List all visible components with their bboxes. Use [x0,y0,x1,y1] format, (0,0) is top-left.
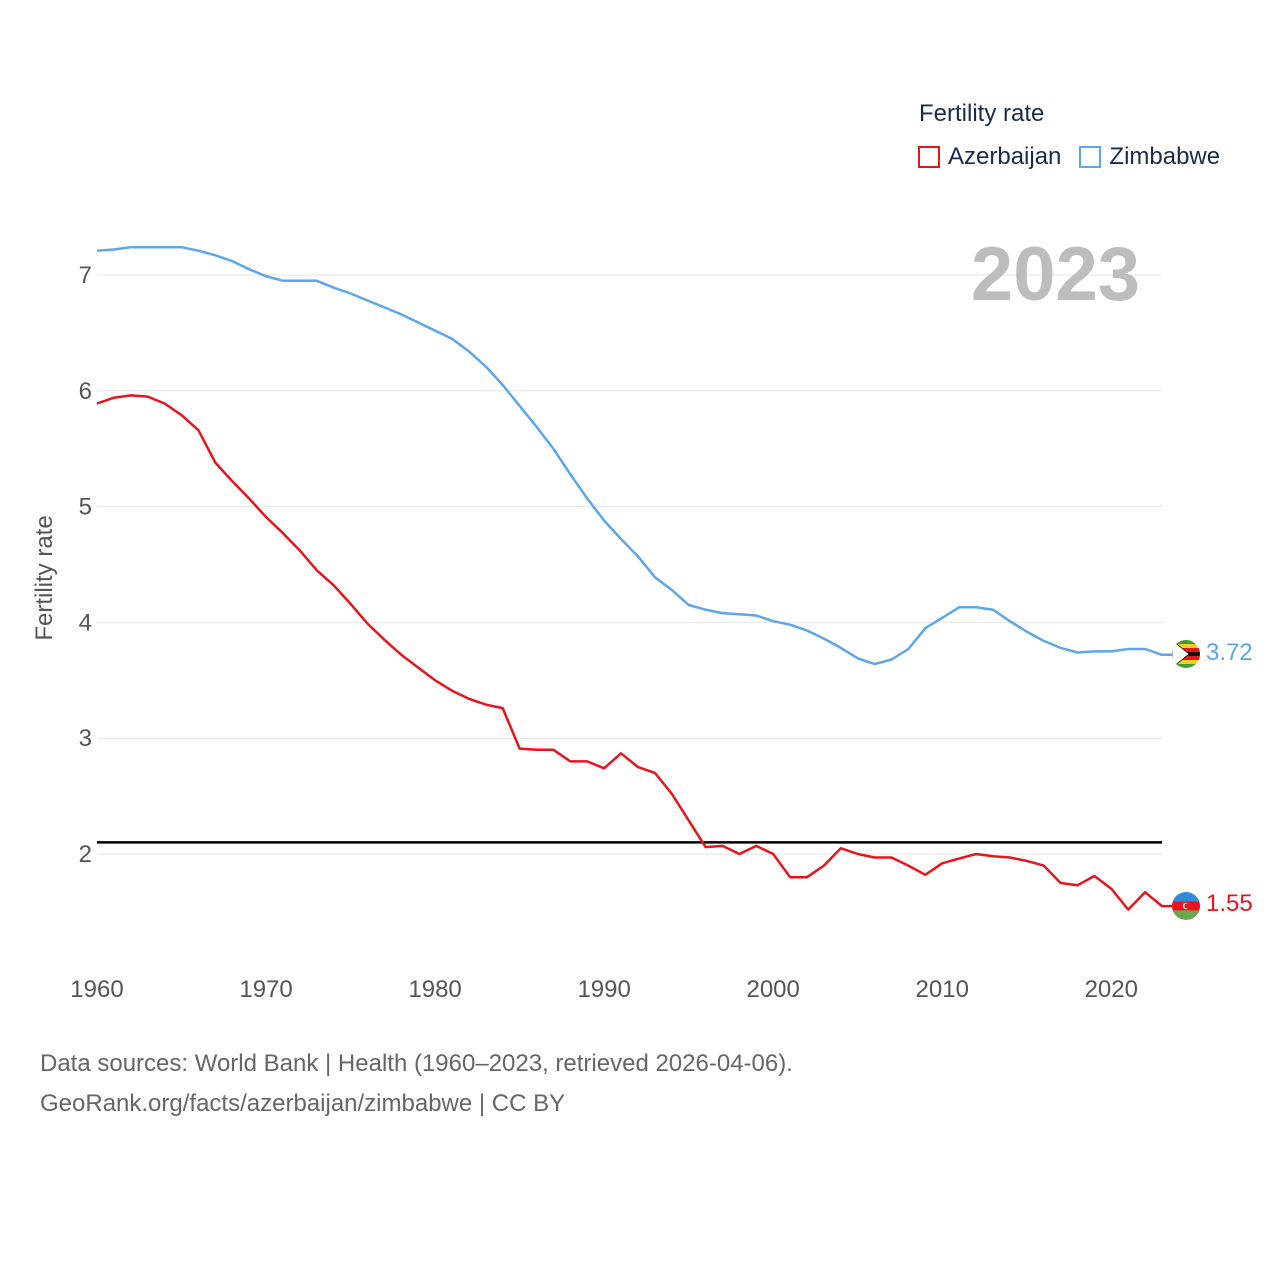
legend-swatch-azerbaijan [918,146,940,168]
source-link[interactable]: GeoRank.org/facts/azerbaijan/zimbabwe | … [40,1090,566,1117]
grid-lines [97,274,1162,855]
legend-swatch-zimbabwe [1079,146,1102,168]
legend: Azerbaijan Zimbabwe [918,143,1238,171]
y-tick-label: 4 [79,609,92,636]
azerbaijan-flag-icon [1172,892,1200,920]
zimbabwe-flag-icon [1172,640,1200,668]
legend-label-zimbabwe: Zimbabwe [1109,143,1221,170]
y-tick-label: 7 [79,262,92,289]
series-lines [96,245,1172,911]
series-line-azerbaijan[interactable] [96,394,1172,911]
legend-title: Fertility rate [919,100,1045,127]
legend-item-azerbaijan[interactable]: Azerbaijan [918,143,1061,171]
y-tick-label: 2 [79,841,92,868]
line-chart: 2 3 4 5 6 7 1960 1970 1980 1990 2000 2010 2020 Fert… [31,232,1253,1003]
zimbabwe-end-value: 3.72 [1206,639,1253,666]
y-axis-title: Fertility rate [31,515,58,640]
footer: Data sources: World Bank | Health (1960–… [40,1044,793,1124]
x-tick-label: 1970 [239,976,292,1003]
series-line-zimbabwe[interactable] [96,245,1172,666]
x-axis-ticks: 1960 1970 1980 1990 2000 2010 2020 [70,976,1138,1003]
x-tick-label: 1960 [70,976,123,1003]
azerbaijan-end-value: 1.55 [1206,890,1253,917]
y-tick-label: 3 [79,725,92,752]
legend-item-zimbabwe[interactable]: Zimbabwe [1079,143,1220,171]
y-tick-label: 5 [79,494,92,521]
x-tick-label: 1980 [408,976,461,1003]
current-year-label: 2023 [971,232,1140,317]
legend-label-azerbaijan: Azerbaijan [948,143,1062,170]
x-tick-label: 2010 [916,976,969,1003]
x-tick-label: 1990 [577,976,630,1003]
x-tick-label: 2000 [746,976,799,1003]
data-source-text: Data sources: World Bank | Health (1960–… [40,1050,793,1077]
x-tick-label: 2020 [1085,976,1138,1003]
y-tick-label: 6 [79,378,92,405]
y-axis-ticks: 2 3 4 5 6 7 [79,262,92,868]
